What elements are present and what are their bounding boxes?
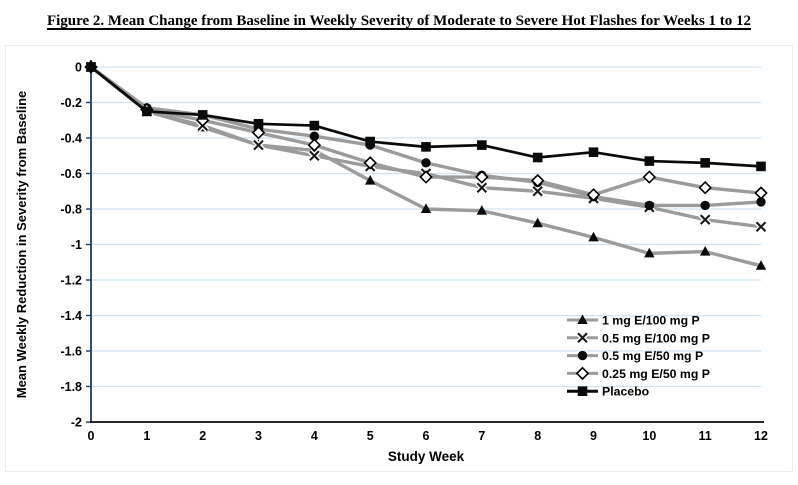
triangle-marker xyxy=(755,260,767,270)
y-tick-label: -0.8 xyxy=(60,203,82,217)
x-tick-label: 9 xyxy=(590,429,597,443)
triangle-marker xyxy=(644,247,655,258)
circle-marker xyxy=(421,158,431,168)
circle-marker xyxy=(700,200,710,211)
x-tick-label: 10 xyxy=(642,429,656,443)
diamond-marker xyxy=(530,173,545,188)
triangle-marker xyxy=(420,203,432,213)
circle-marker xyxy=(644,200,655,211)
x-tick-label: 4 xyxy=(311,429,318,443)
x-tick-label: 11 xyxy=(699,429,712,443)
square-marker xyxy=(421,142,431,152)
square-marker xyxy=(644,156,655,166)
x-marker xyxy=(699,214,711,225)
x-tick-label: 8 xyxy=(534,429,541,443)
square-marker xyxy=(477,140,487,150)
series-line-circle xyxy=(89,65,763,208)
diamond-marker xyxy=(307,138,322,152)
x-tick-label: 7 xyxy=(478,429,485,443)
y-tick-label: -0.2 xyxy=(60,96,82,110)
diamond-marker xyxy=(575,366,590,381)
legend-entry-label: Placebo xyxy=(602,385,650,399)
y-tick-label: -1.8 xyxy=(60,380,82,394)
diamond-marker xyxy=(754,186,768,200)
x-tick-label: 12 xyxy=(754,429,768,443)
square-marker xyxy=(86,62,96,72)
circle-marker xyxy=(756,197,766,207)
x-axis-title: Study Week xyxy=(388,449,465,464)
legend-entry-label: 0.5 mg E/100 mg P xyxy=(602,331,710,345)
x-tick-label: 6 xyxy=(423,429,430,443)
circle-marker xyxy=(577,350,588,361)
triangle-marker xyxy=(476,205,488,215)
y-tick-label: -1 xyxy=(71,238,82,252)
y-tick-label: 0 xyxy=(75,61,82,75)
triangle-marker xyxy=(588,231,599,242)
square-marker xyxy=(253,119,264,129)
diamond-marker xyxy=(475,170,489,184)
x-tick-label: 2 xyxy=(199,429,206,443)
triangle-marker xyxy=(699,246,711,256)
y-tick-label: -0.4 xyxy=(60,132,82,146)
square-marker xyxy=(577,386,588,396)
legend-entry-label: 1 mg E/100 mg P xyxy=(602,314,700,328)
y-tick-label: -1.4 xyxy=(60,309,82,323)
diamond-marker xyxy=(419,170,433,184)
severity-line-chart: 0-0.2-0.4-0.6-0.8-1-1.2-1.4-1.6-1.8-20 1 2… xyxy=(14,60,768,464)
y-tick-label: -1.2 xyxy=(60,274,82,288)
chart-container: 0 -0.2 -0.4 -0.6 -0.8 -1 -1.2 -1.4 -1.6 -1.8 -2 0 1 2… xyxy=(5,45,793,472)
diamond-marker xyxy=(363,156,377,170)
x-marker xyxy=(309,150,320,161)
triangle-marker xyxy=(577,314,588,324)
x-tick-label: 5 xyxy=(367,429,374,443)
y-tick-label: -0.6 xyxy=(60,167,82,181)
legend-entry-label: 0.5 mg E/50 mg P xyxy=(602,349,703,363)
diamond-marker xyxy=(586,188,601,202)
square-marker xyxy=(588,147,599,157)
figure-title: Figure 2. Mean Change from Baseline in W… xyxy=(46,13,752,29)
diamond-marker xyxy=(642,170,657,184)
triangle-marker xyxy=(532,217,543,228)
y-tick-label: -1.6 xyxy=(60,345,82,359)
x-marker xyxy=(577,332,588,344)
x-marker xyxy=(755,221,767,232)
x-tick-label: 0 xyxy=(88,429,95,443)
x-marker xyxy=(476,182,488,193)
square-marker xyxy=(700,158,710,168)
diamond-marker xyxy=(251,125,266,140)
x-tick-label: 1 xyxy=(143,429,150,443)
triangle-marker xyxy=(364,175,376,185)
circle-marker xyxy=(309,131,320,141)
square-marker xyxy=(532,152,543,163)
legend-entry-label: 0.25 mg E/50 mg P xyxy=(602,367,710,381)
square-marker xyxy=(197,110,208,120)
y-axis-title: Mean Weekly Reduction in Severity from B… xyxy=(14,91,29,399)
square-marker xyxy=(309,120,320,131)
square-marker xyxy=(142,106,152,117)
square-marker xyxy=(365,136,375,147)
square-marker xyxy=(756,161,766,172)
y-tick-label: -2 xyxy=(71,416,82,430)
x-marker xyxy=(253,139,264,151)
x-marker xyxy=(532,186,543,197)
x-tick-label: 3 xyxy=(255,429,262,443)
diamond-marker xyxy=(698,180,712,195)
